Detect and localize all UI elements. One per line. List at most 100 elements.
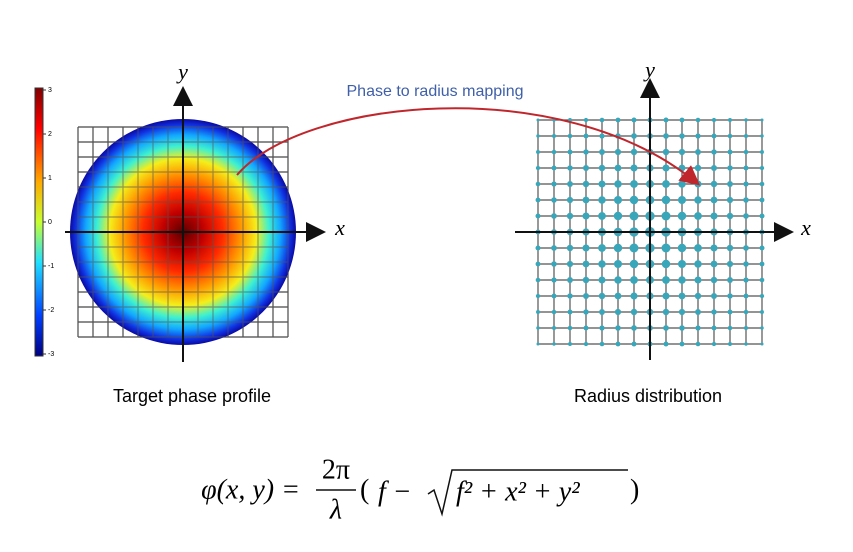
pillar — [566, 212, 574, 220]
pillar — [710, 212, 718, 220]
pillar — [551, 325, 557, 331]
pillar — [710, 164, 718, 172]
pillar — [695, 309, 701, 315]
pillar — [551, 165, 557, 171]
pillar — [662, 308, 670, 316]
pillar — [760, 118, 764, 122]
pillar — [582, 276, 590, 284]
pillar — [535, 181, 541, 187]
pillar — [614, 180, 622, 188]
pillar — [551, 293, 557, 299]
pillar — [598, 276, 606, 284]
pillar — [630, 148, 638, 156]
pillar — [678, 308, 686, 316]
formula-numerator: 2π — [322, 454, 350, 485]
pillar — [694, 212, 702, 220]
pillar — [582, 180, 590, 188]
pillar — [759, 165, 765, 171]
pillar — [630, 292, 638, 300]
pillar — [615, 325, 621, 331]
pillar — [535, 197, 541, 203]
pillar — [694, 260, 702, 268]
pillar — [727, 133, 733, 139]
x-label: x — [334, 215, 345, 240]
pillar — [711, 149, 717, 155]
pillar — [536, 326, 540, 330]
colorbar-tick-label: 2 — [48, 131, 52, 138]
pillar — [710, 244, 718, 252]
pillar — [711, 117, 717, 123]
pillar — [614, 292, 622, 300]
pillar — [677, 243, 687, 253]
pillar — [694, 164, 702, 172]
pillar — [583, 309, 589, 315]
pillar — [613, 243, 623, 253]
pillar — [598, 244, 606, 252]
pillar — [694, 276, 702, 284]
pillar — [677, 259, 687, 269]
pillar — [598, 212, 606, 220]
x-label: x — [800, 215, 811, 240]
pillar — [727, 293, 733, 299]
pillar — [726, 212, 734, 220]
pillar — [694, 196, 702, 204]
pillar — [598, 196, 606, 204]
pillar — [582, 164, 590, 172]
pillar — [551, 197, 557, 203]
pillar — [661, 211, 671, 221]
pillar — [551, 149, 557, 155]
pillar — [728, 342, 732, 346]
pillar — [711, 309, 717, 315]
pillar — [614, 148, 622, 156]
pillar — [759, 181, 765, 187]
pillar — [743, 293, 749, 299]
dots — [535, 117, 765, 347]
mapping-label: Phase to radius mapping — [347, 83, 524, 100]
pillar — [679, 133, 685, 139]
pillar — [629, 243, 639, 253]
pillar — [613, 259, 623, 269]
pillar — [726, 260, 734, 268]
pillar — [598, 164, 606, 172]
pillar — [743, 213, 749, 219]
pillar — [536, 150, 540, 154]
pillar — [582, 212, 590, 220]
pillar — [631, 325, 637, 331]
pillar — [551, 309, 557, 315]
pillar — [759, 277, 765, 283]
pillar — [615, 117, 621, 123]
pillar — [614, 308, 622, 316]
pillar — [613, 195, 623, 205]
pillar — [599, 117, 605, 123]
pillar — [629, 259, 639, 269]
pillar — [583, 149, 589, 155]
pillar — [759, 213, 765, 219]
pillar — [551, 261, 557, 267]
pillar — [678, 180, 686, 188]
pillar — [567, 325, 573, 331]
pillar — [695, 325, 701, 331]
pillar — [551, 181, 557, 187]
pillar — [728, 118, 732, 122]
pillar — [614, 164, 622, 172]
pillar — [760, 326, 764, 330]
pillar — [567, 133, 573, 139]
pillar — [662, 292, 670, 300]
pillar — [727, 165, 733, 171]
pillar — [662, 180, 670, 188]
pillar — [679, 341, 685, 347]
pillar — [535, 165, 541, 171]
pillar — [759, 293, 765, 299]
pillar — [663, 341, 669, 347]
pillar — [677, 195, 687, 205]
pillar — [599, 149, 605, 155]
pillar — [678, 276, 686, 284]
pillar — [678, 292, 686, 300]
pillar — [629, 195, 639, 205]
colorbar-tick-label: -3 — [48, 351, 54, 358]
pillar — [743, 245, 749, 251]
pillar — [629, 211, 639, 221]
pillar — [583, 341, 589, 347]
pillar — [663, 325, 669, 331]
